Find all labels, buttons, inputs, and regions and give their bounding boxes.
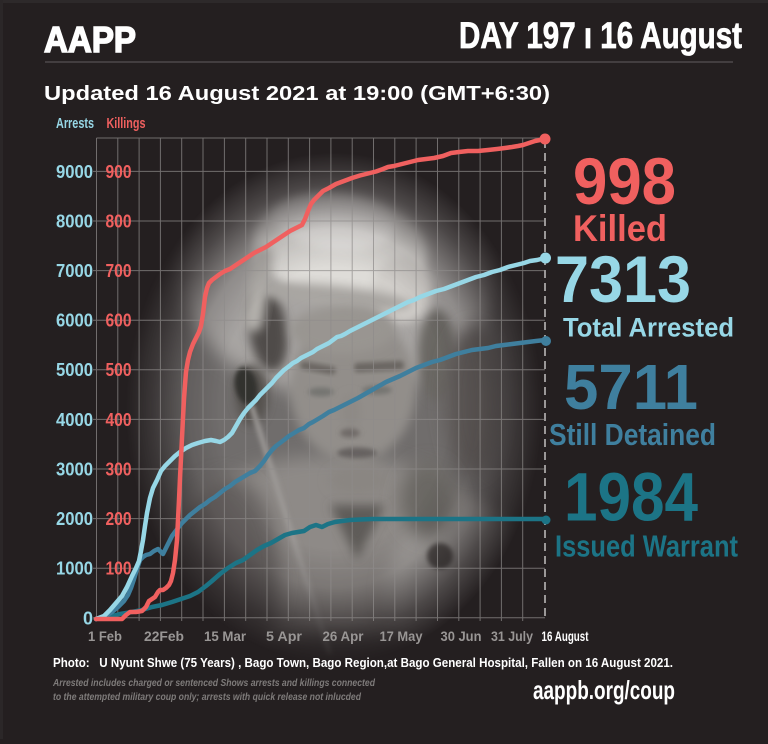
svg-text:Still Detained: Still Detained bbox=[549, 418, 716, 452]
svg-text:Killings: Killings bbox=[107, 115, 146, 132]
svg-text:31 July: 31 July bbox=[491, 628, 533, 644]
svg-text:500: 500 bbox=[106, 360, 132, 380]
svg-text:26 Apr: 26 Apr bbox=[323, 628, 365, 644]
svg-text:Killed: Killed bbox=[573, 208, 667, 249]
svg-text:7000: 7000 bbox=[56, 261, 93, 281]
svg-text:4000: 4000 bbox=[56, 410, 93, 430]
svg-text:Issued Warrant: Issued Warrant bbox=[555, 529, 738, 564]
svg-text:1984: 1984 bbox=[564, 459, 698, 536]
svg-text:0: 0 bbox=[83, 608, 93, 628]
svg-text:5000: 5000 bbox=[56, 360, 93, 380]
svg-text:AAPP: AAPP bbox=[44, 19, 136, 60]
svg-text:5 Apr: 5 Apr bbox=[266, 628, 303, 644]
svg-text:200: 200 bbox=[106, 509, 132, 529]
svg-text:7313: 7313 bbox=[555, 242, 691, 316]
svg-text:3000: 3000 bbox=[56, 459, 93, 479]
svg-text:700: 700 bbox=[106, 261, 132, 281]
svg-text:600: 600 bbox=[106, 311, 132, 331]
svg-text:to the attempted military coup: to the attempted military coup only; arr… bbox=[53, 691, 361, 703]
svg-text:9000: 9000 bbox=[56, 162, 93, 182]
svg-text:aappb.org/coup: aappb.org/coup bbox=[533, 675, 675, 705]
svg-text:1000: 1000 bbox=[56, 559, 93, 579]
svg-text:5711: 5711 bbox=[564, 351, 698, 423]
svg-text:100: 100 bbox=[106, 559, 132, 579]
svg-text:1 Feb: 1 Feb bbox=[88, 628, 122, 644]
svg-text:15 Mar: 15 Mar bbox=[204, 628, 247, 644]
svg-text:2000: 2000 bbox=[56, 509, 93, 529]
svg-text:Photo: U Nyunt Shwe (75 Year: Photo: U Nyunt Shwe (75 Years) , Bago To… bbox=[53, 656, 673, 670]
svg-text:Updated 16 August 2021 at 19:0: Updated 16 August 2021 at 19:00 (GMT+6:3… bbox=[44, 82, 550, 105]
svg-text:400: 400 bbox=[106, 410, 132, 430]
svg-text:17 May: 17 May bbox=[380, 628, 423, 644]
svg-text:22Feb: 22Feb bbox=[144, 628, 184, 644]
svg-text:8000: 8000 bbox=[56, 211, 93, 231]
svg-text:900: 900 bbox=[106, 162, 132, 182]
svg-text:300: 300 bbox=[106, 459, 132, 479]
svg-text:DAY 197 ı 16 August: DAY 197 ı 16 August bbox=[459, 15, 742, 56]
svg-text:Arrests: Arrests bbox=[56, 115, 94, 132]
svg-text:16 August: 16 August bbox=[542, 628, 589, 644]
svg-text:6000: 6000 bbox=[56, 311, 93, 331]
svg-text:998: 998 bbox=[573, 144, 676, 218]
svg-text:30 Jun: 30 Jun bbox=[441, 628, 482, 644]
svg-text:Arrested includes charged or s: Arrested includes charged or sentenced S… bbox=[52, 677, 375, 689]
svg-text:800: 800 bbox=[106, 211, 132, 231]
svg-text:Total Arrested: Total Arrested bbox=[563, 313, 734, 343]
